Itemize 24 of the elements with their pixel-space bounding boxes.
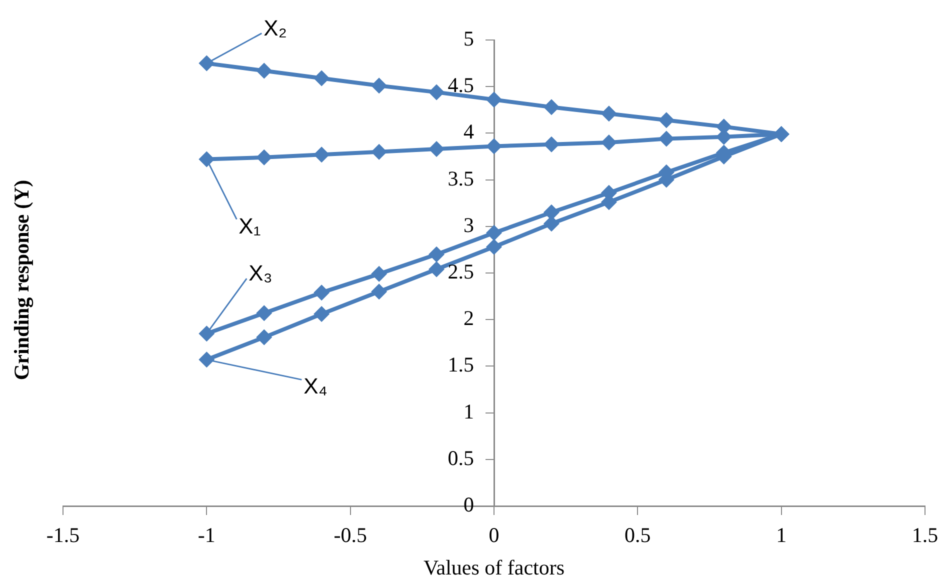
x-tick-label: 1.5	[912, 523, 938, 548]
x-tick-label: -1.5	[46, 523, 80, 548]
x-tick-label: 0.5	[624, 523, 651, 548]
y-tick-label: 0.5	[448, 446, 474, 470]
y-tick-label: 1	[464, 399, 474, 424]
y-tick-label: 5	[464, 26, 474, 51]
y-tick-label: 3.5	[448, 166, 474, 190]
text: X₁	[238, 213, 261, 238]
series-label: X₂	[264, 15, 287, 40]
series-label: X₃	[248, 260, 272, 286]
y-tick-label: 3	[464, 212, 474, 237]
text: X₄	[304, 374, 328, 399]
x-tick-label: -0.5	[334, 523, 367, 548]
y-axis-title: Grinding response (Y)	[10, 180, 34, 380]
x-tick-label: -1	[198, 523, 216, 548]
x-tick-label: 1	[776, 523, 787, 548]
y-tick-label: 1.5	[448, 352, 474, 377]
x-axis-title: Values of factors	[423, 556, 565, 580]
y-tick-label: 0	[464, 492, 474, 517]
y-tick-label: 4	[464, 120, 474, 144]
y-tick-label: 4.5	[448, 73, 474, 98]
y-tick-label: 2	[464, 306, 474, 330]
y-tick-label: 2.5	[448, 260, 474, 284]
x-tick-label: 0	[488, 523, 500, 548]
